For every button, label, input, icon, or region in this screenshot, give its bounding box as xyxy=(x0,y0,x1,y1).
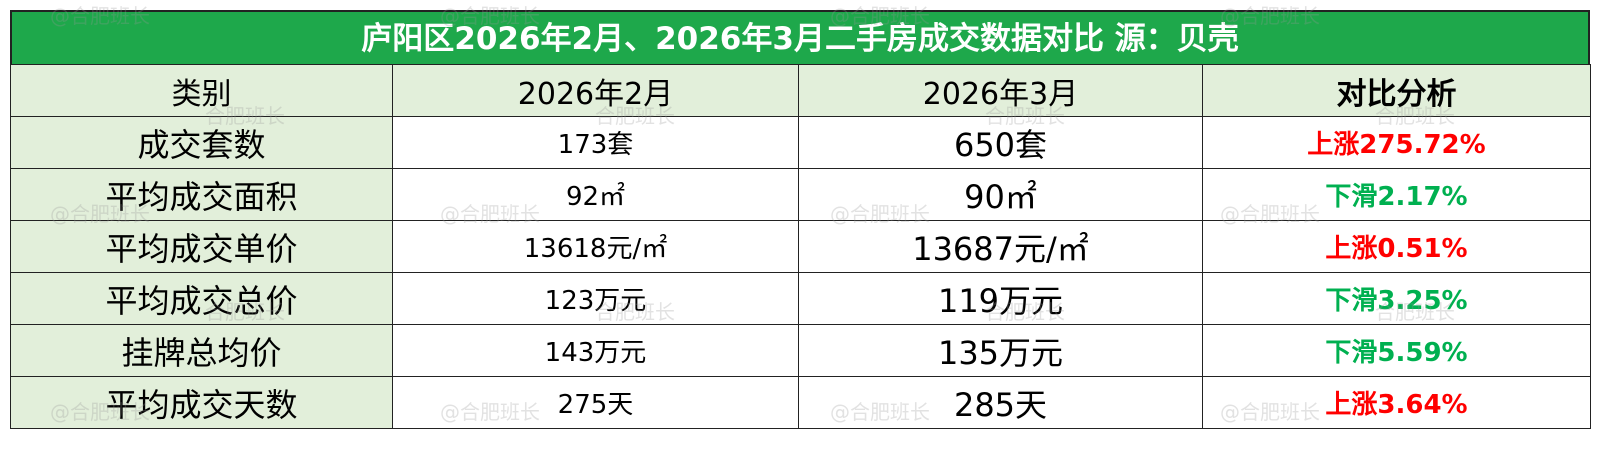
table-cell: 123万元 xyxy=(392,272,799,325)
table-row: 平均成交单价 13618元/㎡ 13687元/㎡ 上涨0.51% xyxy=(10,220,1591,273)
table-cell: 13687元/㎡ xyxy=(798,220,1203,273)
table-cell: 上涨0.51% xyxy=(1202,220,1591,273)
table-cell: 135万元 xyxy=(798,324,1203,377)
table-body: 类别 2026年2月 2026年3月 对比分析 成交套数 173套 650套 上涨275.72… xyxy=(10,64,1591,429)
table-cell: 挂牌总均价 xyxy=(10,324,393,377)
table-cell: 143万元 xyxy=(392,324,799,377)
table-row: 成交套数 173套 650套 上涨275.72% xyxy=(10,116,1591,169)
header-cell: 2026年3月 xyxy=(798,64,1203,117)
header-cell: 类别 xyxy=(10,64,393,117)
table-cell: 平均成交总价 xyxy=(10,272,393,325)
table-row: 挂牌总均价 143万元 135万元 下滑5.59% xyxy=(10,324,1591,377)
header-cell: 2026年2月 xyxy=(392,64,799,117)
table-cell: 下滑3.25% xyxy=(1202,272,1591,325)
table-cell: 上涨275.72% xyxy=(1202,116,1591,169)
table-cell: 13618元/㎡ xyxy=(392,220,799,273)
title: 庐阳区2026年2月、2026年3月二手房成交数据对比 源：贝壳 xyxy=(10,10,1590,64)
table-cell: 平均成交面积 xyxy=(10,168,393,221)
header-cell: 对比分析 xyxy=(1202,64,1591,117)
header-row: 类别 2026年2月 2026年3月 对比分析 xyxy=(10,64,1591,117)
table-cell: 119万元 xyxy=(798,272,1203,325)
table-cell: 90㎡ xyxy=(798,168,1203,221)
table-cell: 650套 xyxy=(798,116,1203,169)
table-row: 平均成交天数 275天 285天 上涨3.64% xyxy=(10,376,1591,429)
data-table: 类别 2026年2月 2026年3月 对比分析 成交套数 173套 650套 上涨275.72… xyxy=(10,64,1591,429)
table-cell: 成交套数 xyxy=(10,116,393,169)
table-container: 庐阳区2026年2月、2026年3月二手房成交数据对比 源：贝壳 类别 2026年… xyxy=(10,10,1591,429)
table-cell: 上涨3.64% xyxy=(1202,376,1591,429)
table-row: 平均成交总价 123万元 119万元 下滑3.25% xyxy=(10,272,1591,325)
table-cell: 285天 xyxy=(798,376,1203,429)
table-cell: 平均成交单价 xyxy=(10,220,393,273)
table-row: 平均成交面积 92㎡ 90㎡ 下滑2.17% xyxy=(10,168,1591,221)
table-cell: 275天 xyxy=(392,376,799,429)
table-cell: 92㎡ xyxy=(392,168,799,221)
table-cell: 平均成交天数 xyxy=(10,376,393,429)
table-cell: 下滑2.17% xyxy=(1202,168,1591,221)
table-cell: 下滑5.59% xyxy=(1202,324,1591,377)
table-cell: 173套 xyxy=(392,116,799,169)
